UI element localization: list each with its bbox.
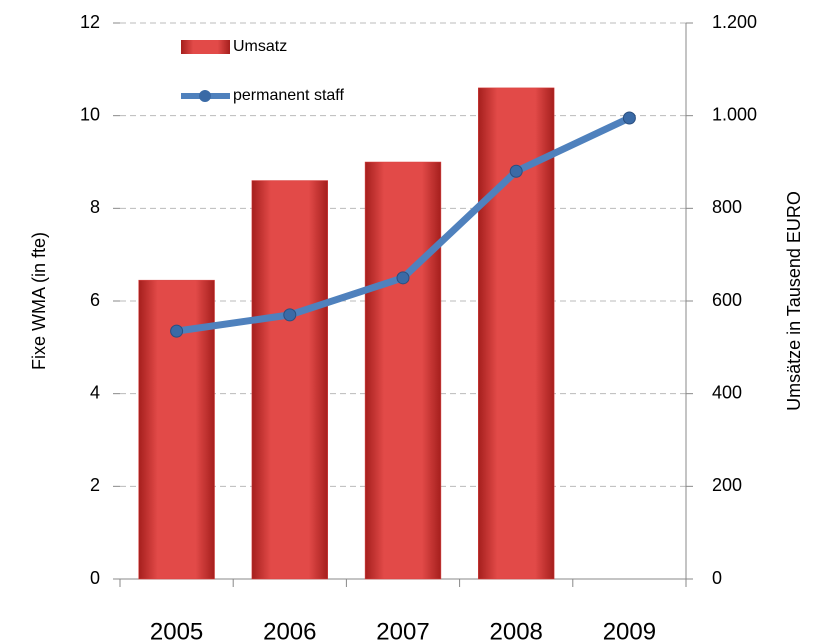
- line-marker: [509, 164, 523, 178]
- legend-label: permanent staff: [233, 87, 344, 104]
- y-tick-label: 4: [90, 382, 100, 402]
- y2-tick-label: 400: [712, 382, 742, 402]
- x-tick-label: 2008: [490, 618, 543, 644]
- legend-marker: [199, 90, 211, 102]
- y-tick-label: 12: [80, 12, 100, 32]
- y2-tick-label: 600: [712, 290, 742, 310]
- x-tick-label: 2006: [263, 618, 316, 644]
- y2-tick-label: 200: [712, 475, 742, 495]
- y-tick-label: 0: [90, 568, 100, 588]
- line-marker: [396, 271, 410, 285]
- x-tick-label: 2005: [150, 618, 203, 644]
- x-tick-label: 2007: [376, 618, 429, 644]
- y-tick-label: 8: [90, 197, 100, 217]
- line-marker: [283, 308, 297, 322]
- legend-swatch: [181, 40, 230, 54]
- y2-axis-title: Umsätze in Tausend EURO: [784, 191, 804, 411]
- bar: [364, 161, 442, 580]
- y2-tick-label: 800: [712, 197, 742, 217]
- x-tick-label: 2009: [603, 618, 656, 644]
- y2-tick-label: 1.200: [712, 12, 757, 32]
- legend-label: Umsatz: [233, 38, 287, 55]
- y-tick-label: 2: [90, 475, 100, 495]
- y-tick-label: 10: [80, 104, 100, 124]
- y-axis-title: Fixe WMA (in fte): [29, 232, 49, 370]
- line-marker: [170, 324, 184, 338]
- y-tick-label: 6: [90, 290, 100, 310]
- y2-tick-label: 1.000: [712, 104, 757, 124]
- y2-tick-label: 0: [712, 568, 722, 588]
- bar: [251, 180, 328, 580]
- line-marker: [622, 111, 636, 125]
